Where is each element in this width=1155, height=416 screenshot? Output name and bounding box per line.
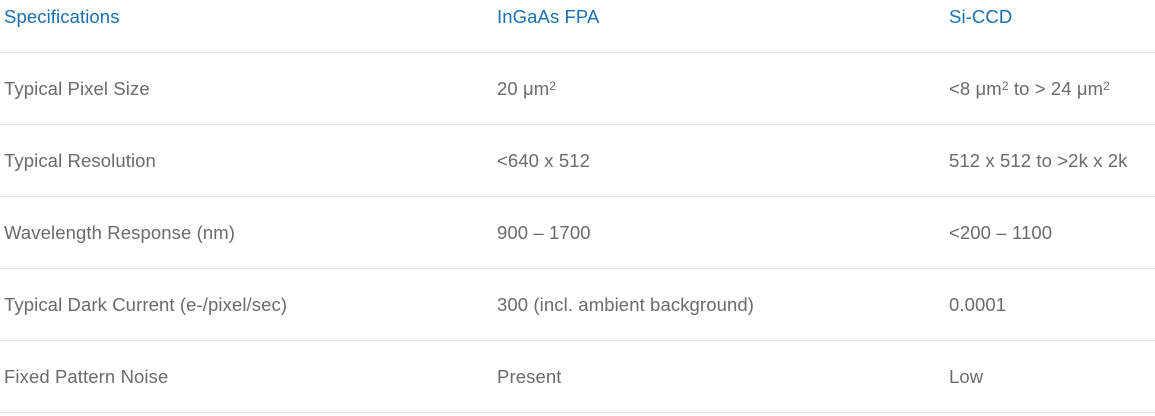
spec-label: Typical Dark Current (e-/pixel/sec) xyxy=(4,293,288,315)
spec-label: Typical Resolution xyxy=(4,149,156,171)
ingaas-value: 20 μm 2 xyxy=(497,53,556,124)
ingaas-value-text: 20 μm xyxy=(497,77,550,99)
table-header-row: Specifications InGaAs FPA Si-CCD xyxy=(0,0,1155,53)
siccd-value: Low xyxy=(949,365,984,387)
ingaas-value: 900 – 1700 xyxy=(497,221,591,243)
spec-label: Wavelength Response (nm) xyxy=(4,221,236,243)
table-row: Typical Resolution <640 x 512 512 x 512 … xyxy=(0,125,1155,197)
ingaas-value: 300 (incl. ambient background) xyxy=(497,293,755,315)
ingaas-value: <640 x 512 xyxy=(497,149,591,171)
spec-label: Typical Pixel Size xyxy=(4,77,150,99)
header-specifications: Specifications xyxy=(4,6,120,27)
ingaas-value-exponent: 2 xyxy=(549,78,557,93)
ingaas-value: Present xyxy=(497,365,562,387)
siccd-value-text: <8 μm xyxy=(949,77,1002,99)
siccd-value: 0.0001 xyxy=(949,293,1007,315)
siccd-value-exponent: 2 xyxy=(1001,78,1009,93)
header-si-ccd: Si-CCD xyxy=(949,6,1013,27)
table-row: Typical Pixel Size 20 μm 2 <8 μm 2 to > 24… xyxy=(0,53,1155,125)
siccd-value: <200 – 1100 xyxy=(949,221,1053,243)
table-row: Wavelength Response (nm) 900 – 1700 <200… xyxy=(0,197,1155,269)
table-row: Typical Dark Current (e-/pixel/sec) 300 … xyxy=(0,269,1155,341)
table-row: Fixed Pattern Noise Present Low xyxy=(0,341,1155,413)
spec-label: Fixed Pattern Noise xyxy=(4,365,169,387)
siccd-value-text-2: to > 24 μm xyxy=(1008,77,1104,99)
siccd-value-exponent-2: 2 xyxy=(1103,78,1110,93)
siccd-value: 512 x 512 to >2k x 2k xyxy=(949,149,1128,171)
header-ingaas-fpa: InGaAs FPA xyxy=(497,6,600,27)
siccd-value: <8 μm 2 to > 24 μm 2 xyxy=(949,53,1110,124)
